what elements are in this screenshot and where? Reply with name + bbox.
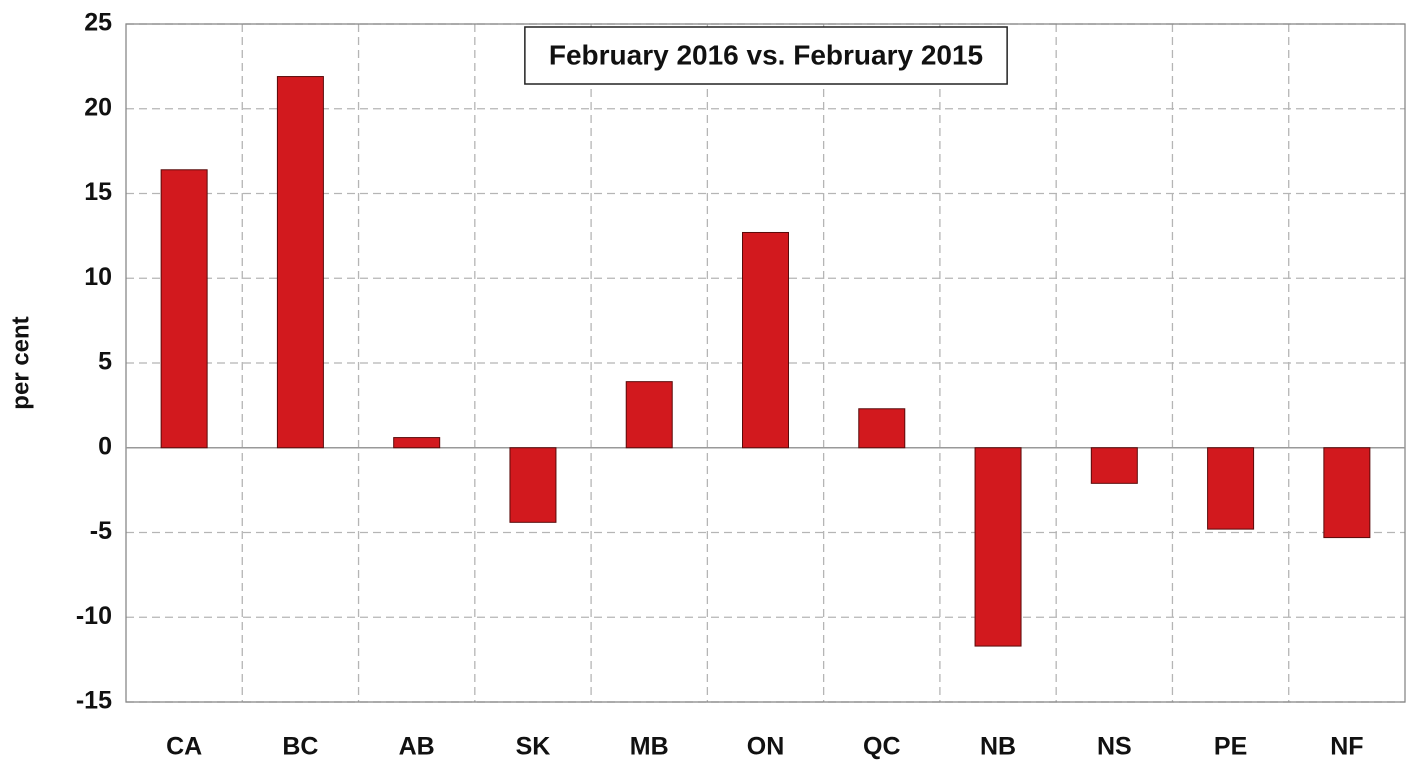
y-tick-label: 20 <box>84 93 112 121</box>
bar <box>974 447 1022 647</box>
bar <box>393 437 441 449</box>
y-tick-label: -5 <box>90 517 112 545</box>
bar <box>1207 447 1255 530</box>
x-tick-label: NF <box>1330 733 1363 761</box>
x-tick-label: AB <box>399 733 435 761</box>
bar <box>160 169 208 449</box>
x-tick-label: NB <box>980 733 1016 761</box>
x-tick-label: BC <box>282 733 318 761</box>
bar <box>1090 447 1138 484</box>
y-tick-label: -15 <box>76 687 112 715</box>
plot-frame <box>125 23 1406 703</box>
chart-title: February 2016 vs. February 2015 <box>549 39 983 70</box>
x-tick-label: SK <box>516 733 551 761</box>
title-box <box>524 26 1008 85</box>
x-tick-label: ON <box>747 733 785 761</box>
bar <box>1323 447 1371 539</box>
y-tick-label: 5 <box>98 348 112 376</box>
y-axis-label: per cent <box>7 316 34 409</box>
x-tick-label: MB <box>630 733 669 761</box>
x-tick-label: CA <box>166 733 202 761</box>
y-tick-label: -10 <box>76 602 112 630</box>
bar <box>625 381 673 449</box>
bar <box>276 76 324 449</box>
x-tick-label: NS <box>1097 733 1132 761</box>
bar <box>858 408 906 449</box>
y-tick-label: 0 <box>98 432 112 460</box>
y-tick-label: 10 <box>84 263 112 291</box>
bar <box>742 231 789 449</box>
y-tick-label: 25 <box>84 9 112 37</box>
x-tick-label: PE <box>1214 733 1247 761</box>
y-tick-label: 15 <box>84 178 112 206</box>
x-tick-label: QC <box>863 733 901 761</box>
bar <box>509 447 557 523</box>
